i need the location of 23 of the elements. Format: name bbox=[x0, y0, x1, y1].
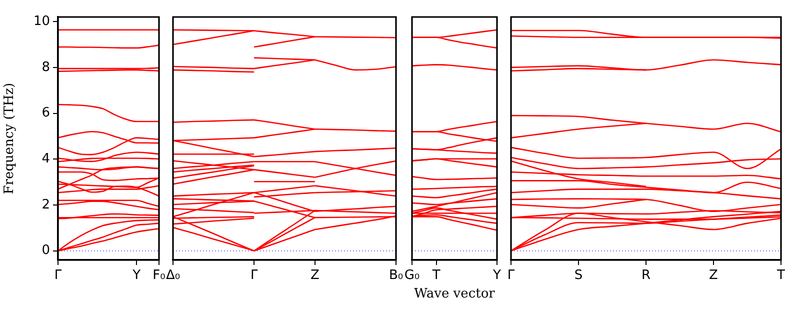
x-tick-label: Γ bbox=[250, 268, 258, 284]
x-tick-label: Γ bbox=[54, 268, 62, 284]
x-tick-label: R bbox=[641, 268, 651, 284]
y-axis-title: Frequency (THz) bbox=[2, 82, 18, 194]
x-tick-label: Z bbox=[310, 268, 320, 284]
x-axis-title: Wave vector bbox=[414, 286, 496, 302]
x-tick-label: B₀ bbox=[388, 268, 404, 284]
x-tick-label: S bbox=[574, 268, 583, 284]
x-tick-label: Δ₀ bbox=[166, 268, 180, 284]
y-tick-label: 8 bbox=[42, 60, 50, 75]
y-tick-label: 2 bbox=[42, 197, 50, 212]
x-tick-label: Y bbox=[492, 268, 502, 284]
x-tick-label: T bbox=[431, 268, 440, 284]
x-tick-label: F₀ bbox=[152, 268, 166, 284]
y-tick-label: 6 bbox=[42, 106, 50, 121]
x-tick-label: Γ bbox=[507, 268, 516, 284]
y-tick-label: 10 bbox=[33, 14, 50, 29]
x-tick-label: Z bbox=[709, 268, 718, 284]
x-tick-label: Y bbox=[132, 268, 141, 284]
x-tick-label: T bbox=[776, 268, 786, 284]
y-tick-label: 4 bbox=[42, 152, 50, 167]
y-tick-label: 0 bbox=[42, 243, 50, 258]
x-tick-label: G₀ bbox=[404, 268, 420, 284]
